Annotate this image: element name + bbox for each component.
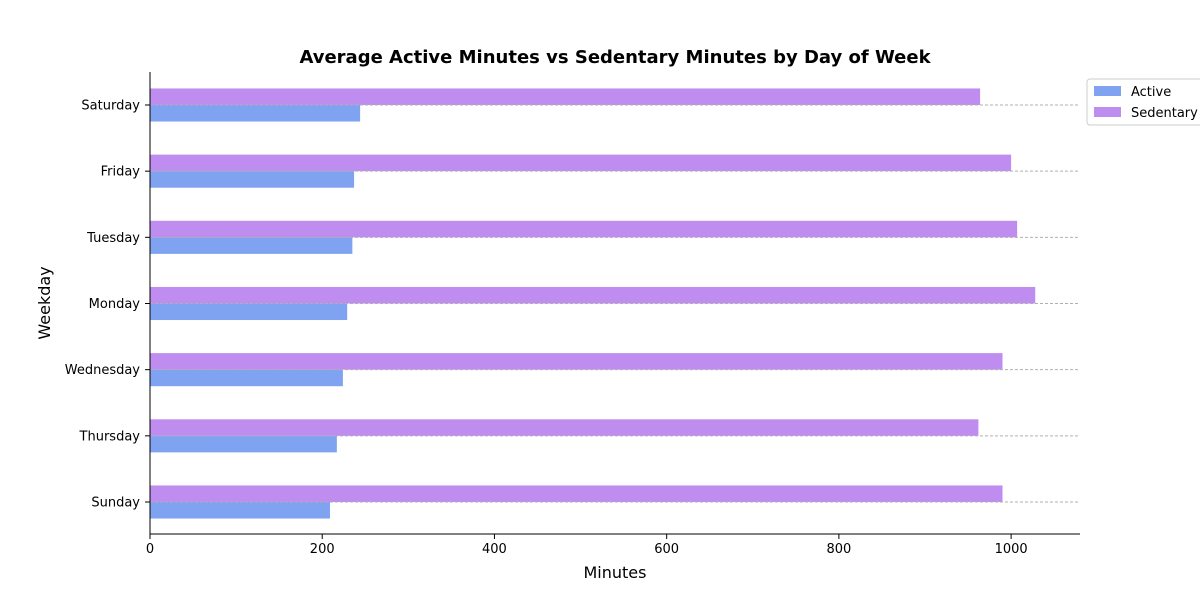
axes: 0 200 400 600 800 1000 Sunday Thursday Wednesday… [65,72,1080,557]
bar-sedentary-saturday [150,88,981,105]
bars [150,88,1036,519]
legend-swatch-sedentary [1094,107,1121,117]
chart-title: Average Active Minutes vs Sedentary Minu… [299,47,931,68]
legend-label-active: Active [1131,85,1171,100]
bar-sedentary-sunday [150,485,1003,502]
y-tick-label: Wednesday [65,363,141,378]
x-tick-label: 0 [146,542,154,557]
legend-label-sedentary: Sedentary [1131,106,1198,121]
bar-active-saturday [150,105,361,122]
x-tick-label: 600 [654,542,679,557]
y-tick-label: Saturday [81,99,140,114]
bar-sedentary-wednesday [150,353,1003,370]
y-tick-label: Tuesday [86,231,140,246]
x-tick-label: 400 [482,542,507,557]
x-tick-label: 1000 [995,542,1028,557]
bar-active-tuesday [150,237,353,254]
bar-sedentary-thursday [150,419,979,436]
bar-sedentary-monday [150,286,1036,304]
legend-swatch-active [1094,86,1121,96]
legend: Active Sedentary [1086,78,1200,126]
bar-active-thursday [150,435,337,453]
bar-active-wednesday [150,369,343,387]
bar-active-friday [150,171,355,188]
x-tick-label: 800 [826,542,851,557]
bar-active-monday [150,303,348,321]
bar-sedentary-friday [150,154,1012,172]
y-tick-label: Thursday [79,429,141,444]
bar-active-sunday [150,502,330,519]
bar-sedentary-tuesday [150,220,1018,238]
y-tick-label: Friday [101,165,141,180]
y-tick-label: Monday [89,297,141,312]
x-tick-label: 200 [310,542,335,557]
x-axis-label: Minutes [584,563,647,582]
grid-lines [150,104,1080,503]
y-tick-label: Sunday [91,496,140,511]
y-axis-label: Weekday [35,266,54,339]
